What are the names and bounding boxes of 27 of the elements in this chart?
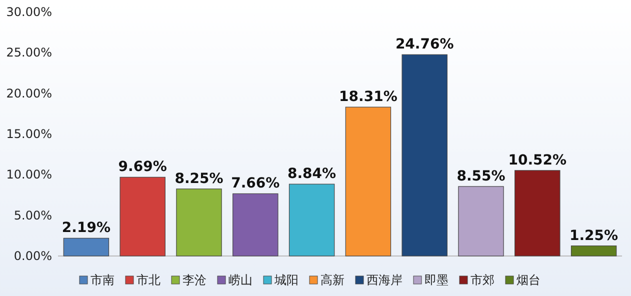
- data-label: 8.84%: [288, 166, 336, 182]
- y-tick-label: 30.00%: [6, 5, 52, 19]
- data-label: 18.31%: [339, 89, 398, 106]
- y-tick-label: 0.00%: [14, 249, 52, 263]
- legend-label: 高新: [320, 273, 344, 287]
- legend-label: 李沧: [182, 273, 206, 287]
- data-label: 8.25%: [174, 170, 224, 187]
- legend-label: 烟台: [516, 273, 540, 287]
- data-label: 9.69%: [118, 159, 167, 176]
- legend-label: 市北: [136, 273, 160, 287]
- y-tick-label: 20.00%: [6, 86, 52, 100]
- y-tick-label: 10.00%: [6, 168, 52, 182]
- data-label: 7.66%: [231, 176, 280, 192]
- y-tick-label: 15.00%: [6, 127, 52, 141]
- legend-label: 即墨: [424, 273, 448, 287]
- legend-label: 市南: [90, 273, 114, 287]
- legend-label: 崂山: [228, 273, 252, 287]
- data-label: 24.76%: [395, 36, 454, 53]
- y-tick-label: 5.00%: [14, 208, 52, 222]
- data-label: 2.19%: [62, 220, 110, 236]
- data-label: 10.52%: [508, 152, 567, 168]
- legend-label: 城阳: [274, 273, 298, 287]
- data-label: 8.55%: [456, 168, 506, 184]
- legend-label: 西海岸: [366, 273, 402, 287]
- data-label: 1.25%: [570, 228, 618, 244]
- legend-label: 市郊: [470, 273, 494, 287]
- y-tick-label: 25.00%: [6, 46, 52, 60]
